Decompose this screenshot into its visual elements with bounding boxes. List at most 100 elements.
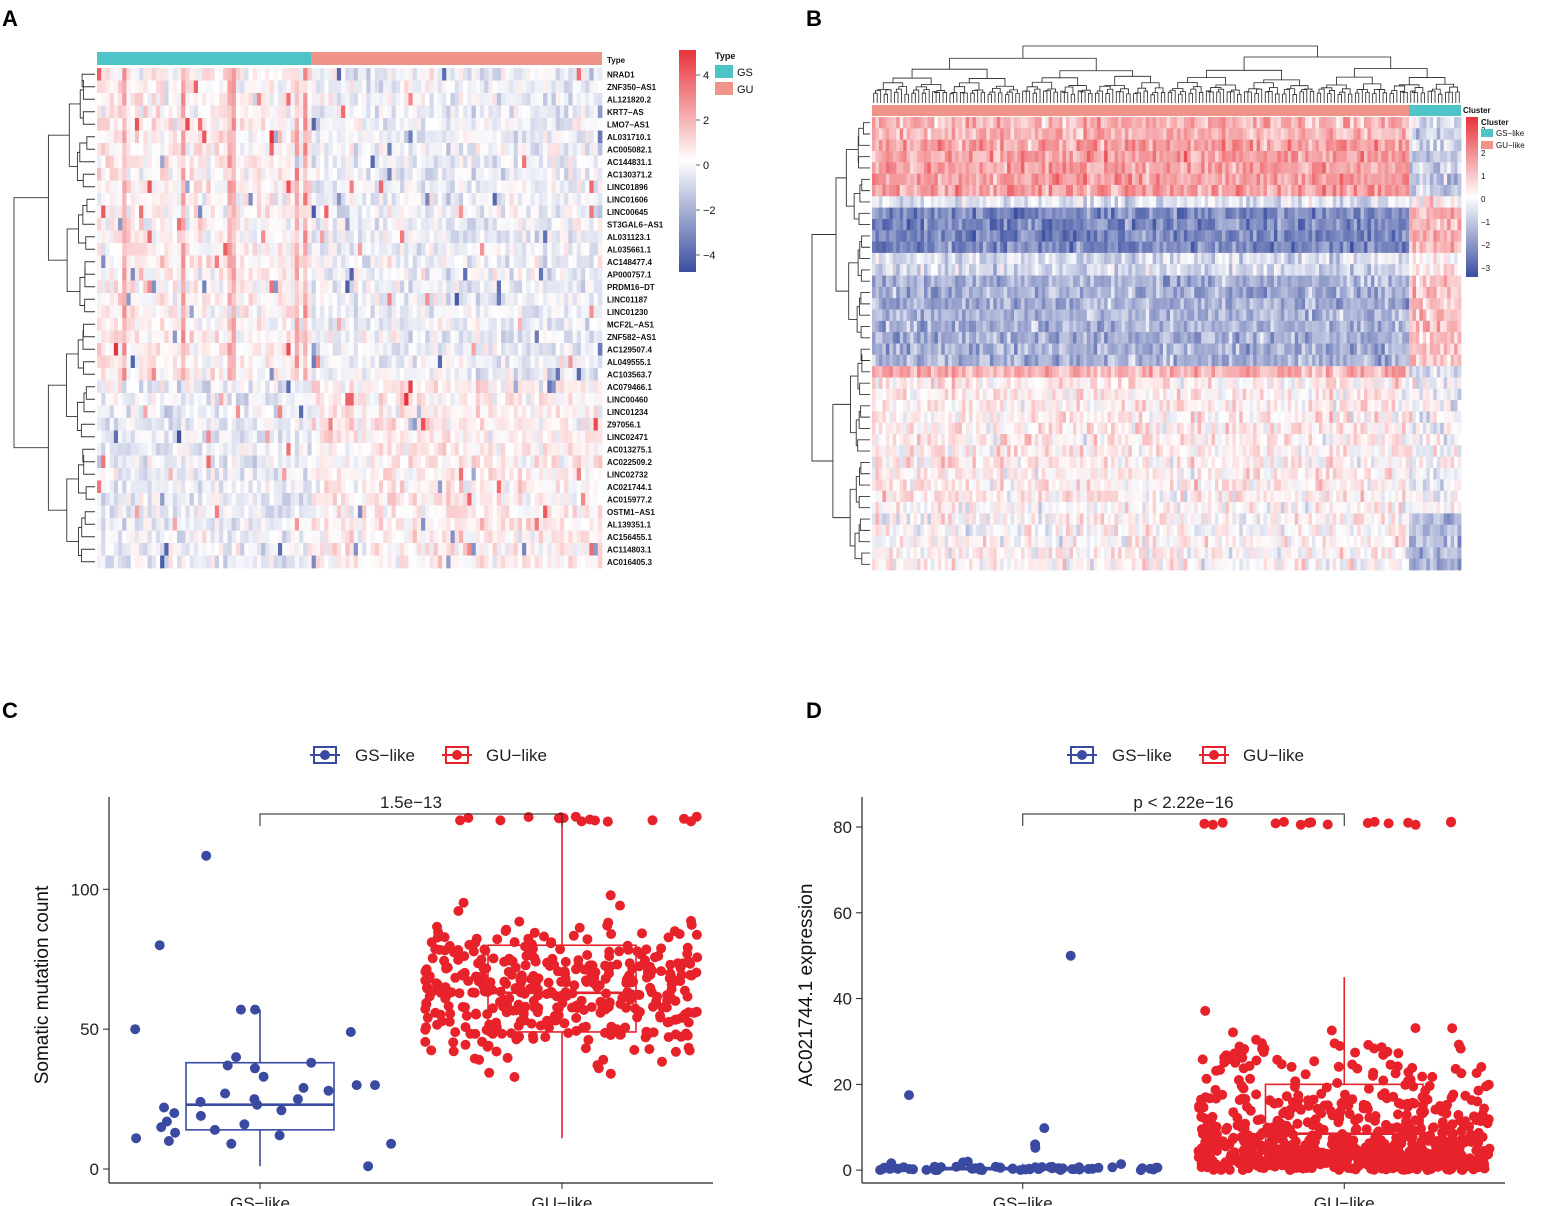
heatmap-cell: [214, 355, 220, 369]
heatmap-cell: [475, 155, 481, 169]
heatmap-cell: [442, 405, 447, 419]
heatmap-cell: [370, 518, 376, 531]
heatmap-cell: [176, 130, 182, 144]
heatmap-cell: [479, 380, 485, 394]
heatmap-cell: [585, 280, 590, 294]
heatmap-cell: [109, 330, 115, 344]
heatmap-cell: [214, 305, 220, 319]
heatmap-cell: [412, 80, 418, 94]
heatmap-cell: [589, 168, 594, 181]
heatmap-cell: [105, 230, 111, 244]
heatmap-cell: [597, 305, 603, 319]
heatmap-cell: [362, 155, 367, 169]
heatmap-cell: [387, 493, 392, 506]
heatmap-cell: [593, 155, 599, 169]
heatmap-cell: [189, 180, 195, 194]
heatmap-cell: [294, 93, 300, 106]
heatmap-cell: [315, 418, 321, 431]
scale-tick-label: 4: [703, 70, 709, 82]
dendrogram-branch: [68, 103, 81, 167]
heatmap-cell: [130, 268, 136, 281]
heatmap-cell: [580, 443, 586, 456]
heatmap-cell: [543, 380, 548, 394]
heatmap-cell: [471, 230, 477, 244]
heatmap-cell: [568, 305, 573, 319]
heatmap-cell: [219, 530, 224, 544]
heatmap-cell: [311, 468, 317, 481]
heatmap-cell: [408, 80, 414, 94]
heatmap-cell: [488, 255, 493, 269]
heatmap-cell: [467, 180, 472, 194]
heatmap-cell: [168, 105, 174, 119]
heatmap-cell: [429, 330, 435, 344]
heatmap-cell: [488, 455, 493, 469]
heatmap-cell: [315, 293, 321, 306]
heatmap-cell: [176, 243, 182, 256]
heatmap-cell: [328, 443, 334, 456]
heatmap-cell: [130, 380, 136, 394]
heatmap-cell: [509, 405, 515, 419]
heatmap-cell: [450, 505, 456, 519]
column-dendrogram-branch: [987, 93, 992, 103]
heatmap-cell: [362, 255, 367, 269]
heatmap-cell: [357, 105, 363, 119]
heatmap-cell: [509, 368, 515, 381]
heatmap-cell: [509, 130, 515, 144]
heatmap-cell: [505, 455, 510, 469]
dendrogram-branch: [85, 486, 95, 500]
heatmap-cell: [564, 555, 569, 569]
dendrogram-branch: [83, 361, 95, 375]
heatmap-cell: [547, 305, 552, 319]
heatmap-cell: [118, 130, 123, 144]
heatmap-cell: [332, 518, 338, 531]
heatmap-cell: [345, 68, 350, 81]
heatmap-cell: [269, 430, 275, 444]
dendrogram-branch: [82, 173, 95, 188]
heatmap-cell: [168, 443, 174, 456]
heatmap-cell: [572, 243, 578, 256]
column-dendrogram-branch: [1115, 91, 1121, 103]
heatmap-cell: [193, 205, 199, 219]
heatmap-cell: [450, 193, 456, 206]
heatmap-cell: [219, 343, 224, 356]
heatmap-cell: [147, 543, 153, 556]
heatmap-cell: [193, 118, 199, 131]
heatmap-cell: [126, 143, 132, 156]
heatmap-cell: [433, 68, 439, 81]
heatmap-cell: [484, 205, 489, 219]
heatmap-cell: [341, 105, 346, 119]
heatmap-cell: [517, 218, 523, 231]
heatmap-cell: [589, 255, 594, 269]
heatmap-cell: [164, 405, 169, 419]
heatmap-cell: [113, 455, 119, 469]
heatmap-cell: [214, 280, 220, 294]
heatmap-cell: [320, 405, 325, 419]
heatmap-cell: [366, 268, 371, 281]
heatmap-cell: [139, 480, 144, 494]
heatmap-cell: [328, 218, 334, 231]
heatmap-cell: [219, 80, 224, 94]
heatmap-cell: [109, 205, 115, 219]
heatmap-cell: [395, 443, 401, 456]
heatmap-cell: [559, 405, 565, 419]
heatmap-cell: [164, 530, 169, 544]
heatmap-cell: [421, 305, 426, 319]
heatmap-cell: [181, 330, 186, 344]
heatmap-cell: [282, 468, 287, 481]
heatmap-cell: [576, 80, 582, 94]
heatmap-cell: [176, 80, 182, 94]
heatmap-cell: [261, 393, 266, 406]
heatmap-cell: [475, 230, 481, 244]
heatmap-cell: [526, 193, 531, 206]
heatmap-cell: [357, 168, 363, 181]
heatmap-cell: [307, 255, 313, 269]
heatmap-cell: [400, 193, 405, 206]
heatmap-cell: [315, 480, 321, 494]
heatmap-cell: [492, 405, 498, 419]
heatmap-cell: [269, 155, 275, 169]
heatmap-cell: [530, 168, 536, 181]
heatmap-cell: [387, 443, 392, 456]
heatmap-cell: [391, 155, 397, 169]
heatmap-cell: [324, 455, 329, 469]
scale-tick-label: 0: [703, 160, 709, 172]
